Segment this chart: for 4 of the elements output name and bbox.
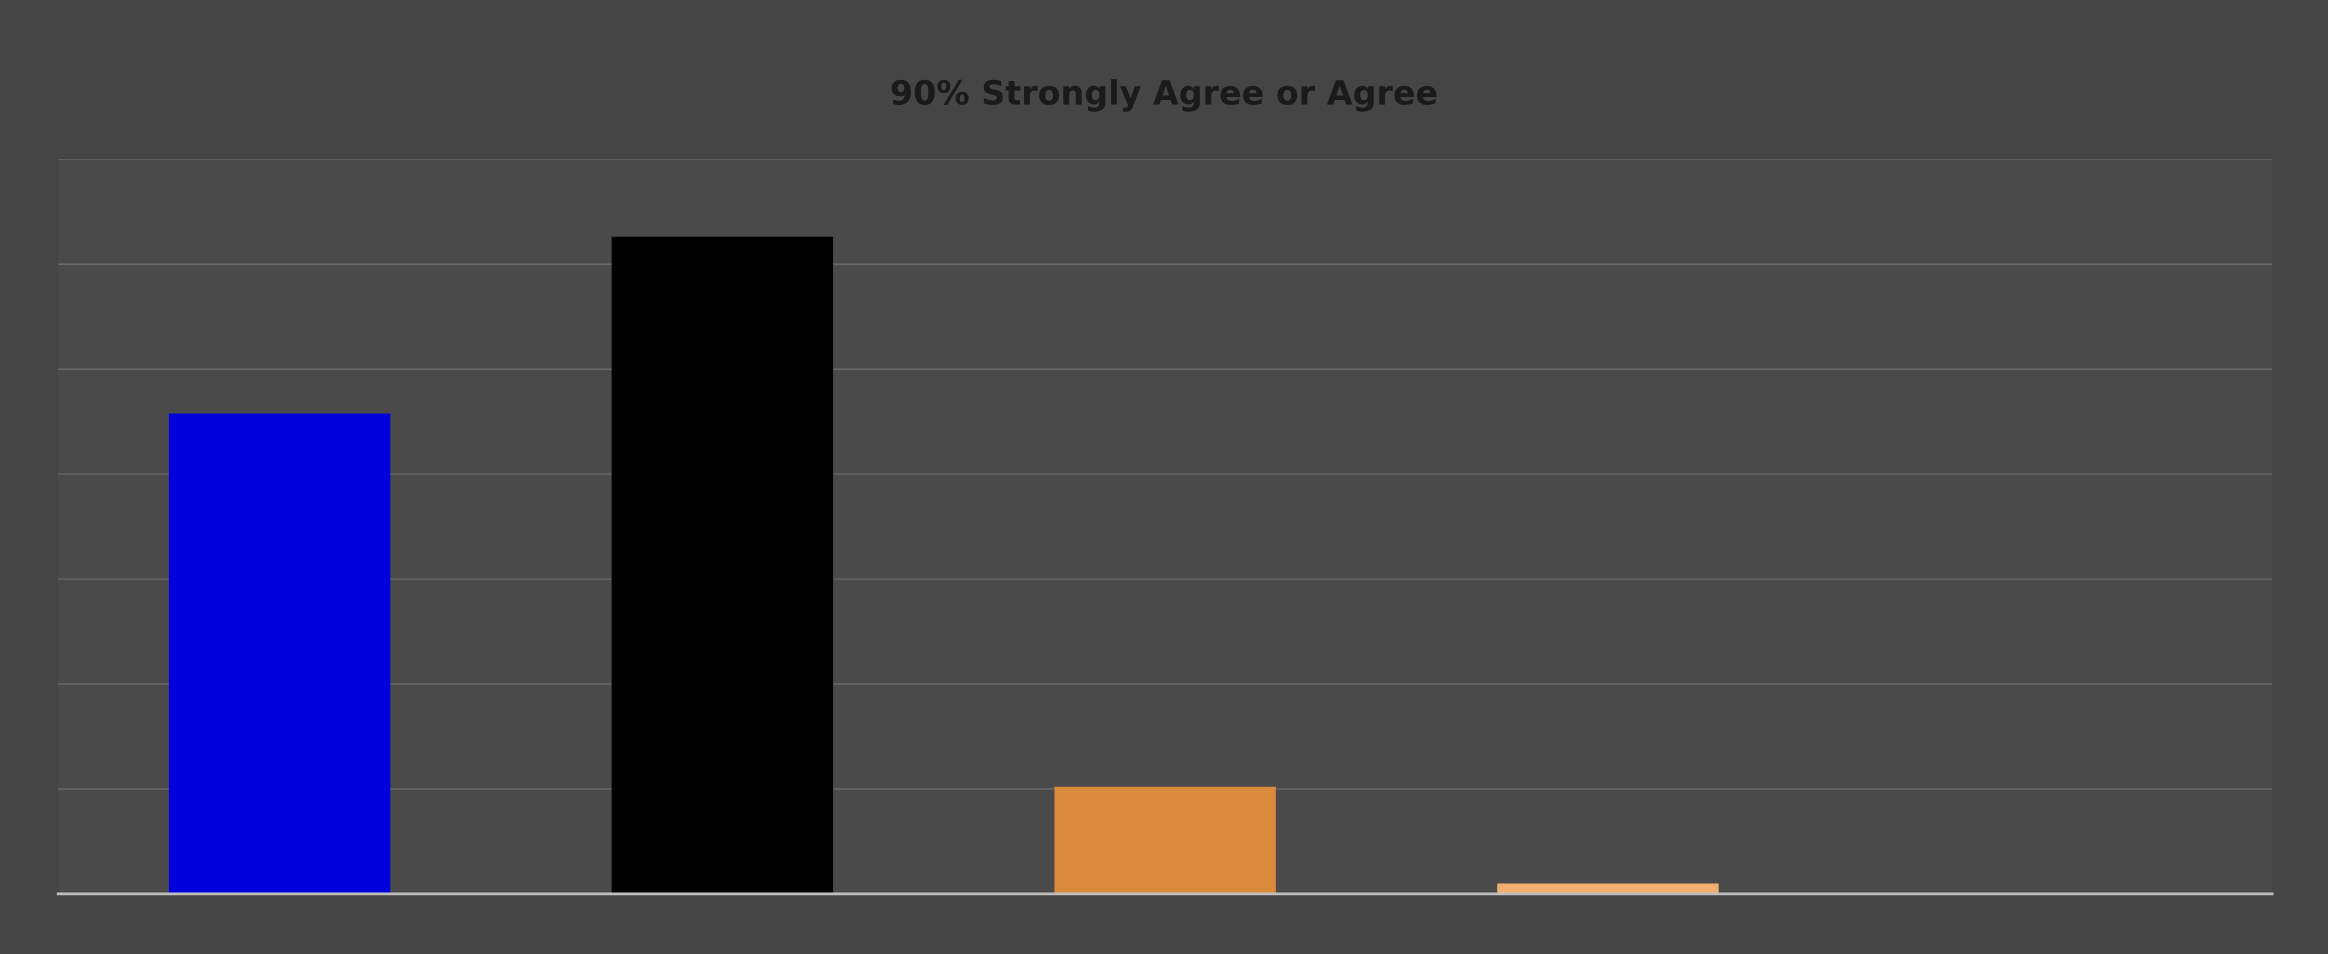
bar [1497,883,1719,894]
bar [611,236,834,894]
bar [1054,786,1276,894]
bar [168,413,391,894]
